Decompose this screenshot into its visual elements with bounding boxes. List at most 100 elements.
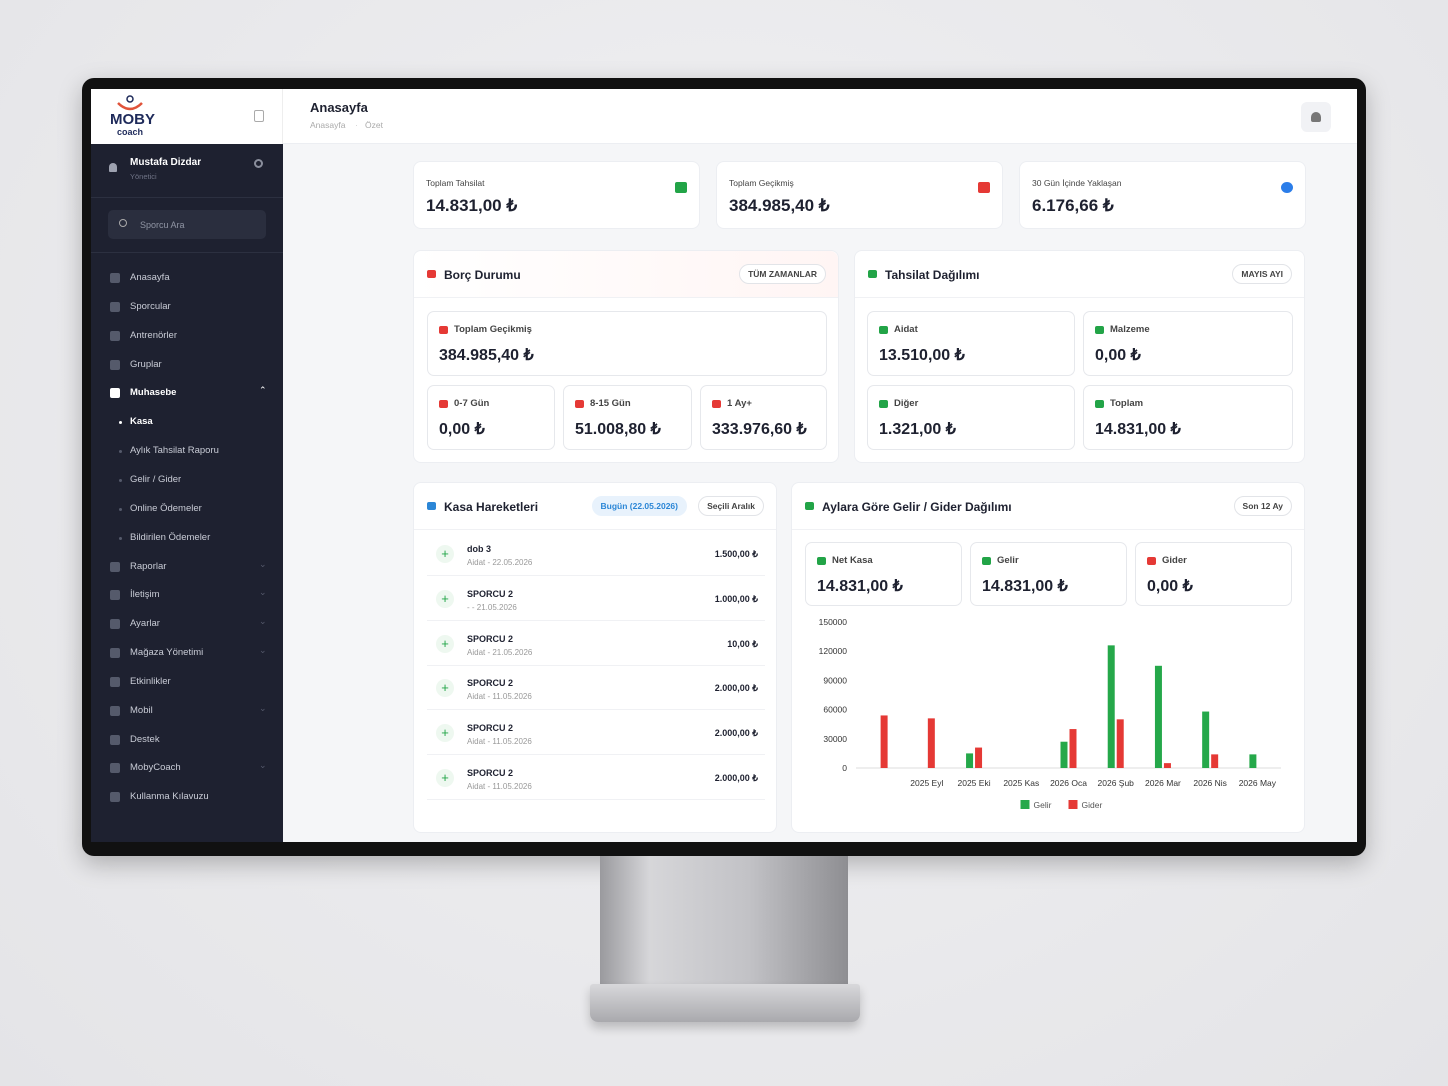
box-label: Gelir [997,555,1019,566]
x-tick-label: 2026 Nis [1193,778,1227,788]
panel-header [792,483,1304,530]
bar [1116,719,1124,768]
search-input[interactable]: Sporcu Ara [108,210,266,239]
breadcrumb-separator: · [355,120,358,130]
chevron: ⌄ [259,760,267,771]
menu-item[interactable]: Antrenörler [130,329,177,341]
transaction-name: SPORCU 2 [467,723,514,734]
transaction-amount: 1.000,00 ₺ [714,593,758,604]
transaction-row: + SPORCU 2 Aidat - 11.05.2026 2.000,00 ₺ [427,666,765,711]
panel-title: Borç Durumu [444,268,521,282]
monitor-stand [600,856,848,988]
user-icon [109,163,117,172]
menu-item[interactable]: İletişim [130,589,160,601]
badge[interactable]: Son 12 Ay [1233,496,1292,516]
submenu-dot [119,536,122,540]
menu-icon [110,734,120,745]
menu-item[interactable]: Mağaza Yönetimi [130,647,204,659]
bar [1211,754,1219,768]
box-icon [1095,326,1104,334]
panel: Borç Durumu TÜM ZAMANLAR Toplam Geçikmiş 38… [413,250,839,463]
menu-item[interactable]: Sporcular [130,300,171,312]
box-label: Toplam [1110,398,1144,409]
box-value: 1.321,00 ₺ [879,421,956,438]
summary-box: 0-7 Gün 0,00 ₺ [427,385,555,450]
plus-icon: + [436,724,454,743]
menu-icon [110,388,120,399]
legend-swatch [1068,800,1078,809]
transaction-row: + SPORCU 2 Aidat - 21.05.2026 10,00 ₺ [427,622,765,666]
date-filter[interactable]: Bugün (22.05.2026) [591,496,687,516]
chevron: ⌄ [259,645,267,656]
transaction-detail: Aidat - 11.05.2026 [467,782,532,791]
summary-box: Net Kasa 14.831,00 ₺ [805,542,962,606]
page-title: Anasayfa [310,100,368,115]
submenu-item[interactable]: Bildirilen Ödemeler [130,531,211,543]
breadcrumb[interactable]: Anasayfa [310,120,346,130]
brand-name: MOBY [110,111,155,128]
summary-box: 1 Ay+ 333.976,60 ₺ [700,385,827,450]
summary-box: Diğer 1.321,00 ₺ [867,385,1075,450]
menu-item[interactable]: Destek [130,733,160,745]
logo-icon [117,95,143,111]
summary-box: 8-15 Gün 51.008,80 ₺ [563,385,692,450]
summary-box: Gider 0,00 ₺ [1135,542,1292,606]
stat-value: 384.985,40 ₺ [729,196,830,215]
legend-swatch [1020,800,1030,809]
menu-item[interactable]: Muhasebe [130,387,177,399]
submenu-item[interactable]: Aylık Tahsilat Raporu [130,445,219,457]
menu-icon [110,590,120,601]
box-label: 8-15 Gün [590,398,631,409]
menu-item[interactable]: Mobil [130,704,153,716]
box-label: Diğer [894,398,919,409]
bar [1154,665,1162,768]
submenu-item[interactable]: Online Ödemeler [130,502,202,514]
collapse-button[interactable] [254,110,264,122]
user-name: Mustafa Dizdar [130,157,202,168]
notification-button[interactable] [1301,102,1331,132]
chevron: ⌃ [259,385,267,396]
box-label: Toplam Geçikmiş [454,324,532,335]
box-value: 14.831,00 ₺ [982,578,1068,595]
submenu-item[interactable]: Gelir / Gider [130,473,182,485]
brand: MOBY coach [91,89,283,144]
menu-icon [110,359,120,370]
submenu-item[interactable]: Kasa [130,416,153,428]
menu-icon [110,301,120,312]
settings-button[interactable] [254,159,263,168]
menu-item[interactable]: Etkinlikler [130,675,171,687]
plus-icon: + [436,589,454,608]
bar-chart: 0 30000 60000 90000 120000 150000 2025 Eyl 2025… [819,617,1281,810]
summary-box: Malzeme 0,00 ₺ [1083,311,1293,376]
x-tick-label: 2026 Oca [1050,778,1087,788]
box-icon [1095,400,1104,408]
x-tick-label: 2026 May [1239,778,1277,788]
badge[interactable]: TÜM ZAMANLAR [739,264,826,284]
menu-item[interactable]: MobyCoach [130,762,181,774]
user-role: Yönetici [130,172,157,181]
range-filter[interactable]: Seçili Aralık [698,496,764,516]
bar [1249,754,1257,768]
bar [975,747,983,768]
stat-label: Toplam Geçikmiş [729,178,794,188]
y-tick-label: 60000 [823,705,847,715]
bar [1163,763,1171,768]
badge[interactable]: MAYIS AYI [1232,264,1292,284]
menu-item[interactable]: Kullanma Kılavuzu [130,791,209,803]
menu-item[interactable]: Raporlar [130,560,167,572]
menu-item[interactable]: Gruplar [130,358,162,370]
box-icon [817,557,826,565]
transaction-name: SPORCU 2 [467,588,514,599]
y-tick-label: 120000 [819,646,848,656]
breadcrumb: Özet [365,120,383,130]
stat-icon [1281,182,1293,193]
divider [91,197,283,198]
stat-card: Toplam Tahsilat 14.831,00 ₺ [413,161,700,229]
menu-item[interactable]: Anasayfa [130,272,170,283]
menu-icon [110,763,120,774]
transaction-name: dob 3 [467,544,491,554]
menu-item[interactable]: Ayarlar [130,618,160,630]
y-tick-label: 30000 [823,734,847,744]
menu-icon [110,676,120,687]
